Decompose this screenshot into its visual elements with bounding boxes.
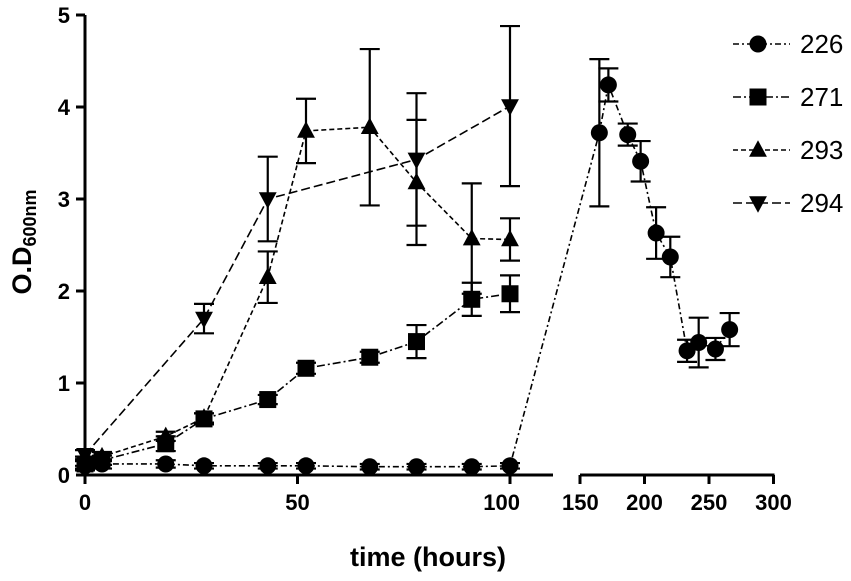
series-line-271 bbox=[84, 292, 511, 465]
legend-marker bbox=[749, 196, 767, 213]
data-point-226 bbox=[463, 458, 481, 476]
y-axis-title: O.D600nm bbox=[7, 189, 40, 294]
data-point-293 bbox=[156, 426, 175, 444]
series-line-226 bbox=[84, 82, 731, 468]
data-point-226 bbox=[157, 455, 175, 473]
data-point-293 bbox=[501, 229, 519, 247]
data-point-226 bbox=[690, 334, 708, 352]
series-line-293 bbox=[84, 126, 511, 462]
x-tick-label: 50 bbox=[285, 490, 309, 515]
legend-item-226: 226 bbox=[733, 29, 843, 59]
data-point-271 bbox=[361, 348, 379, 366]
y-tick-label: 1 bbox=[58, 371, 70, 396]
data-point-294 bbox=[501, 99, 519, 116]
data-point-226 bbox=[297, 457, 315, 475]
data-point-226 bbox=[721, 321, 739, 339]
y-axis-title-main: O.D bbox=[7, 247, 37, 295]
legend-item-294: 294 bbox=[733, 188, 843, 218]
legend-label: 293 bbox=[800, 135, 843, 165]
data-point-294 bbox=[195, 311, 213, 329]
data-point-226 bbox=[259, 457, 277, 475]
data-point-226 bbox=[195, 457, 213, 475]
data-layer bbox=[75, 24, 740, 476]
data-point-293 bbox=[93, 446, 111, 464]
y-axis-title-subscript: 600nm bbox=[20, 189, 40, 246]
x-tick-label: 100 bbox=[483, 490, 520, 515]
x-tick-label: 200 bbox=[626, 490, 663, 515]
data-point-294 bbox=[258, 192, 277, 209]
data-point-271 bbox=[259, 391, 277, 409]
series-271 bbox=[75, 274, 520, 473]
data-point-293 bbox=[195, 408, 213, 425]
data-point-293 bbox=[258, 267, 277, 284]
legend-marker bbox=[749, 140, 767, 157]
data-point-271 bbox=[501, 285, 519, 303]
legend-label: 226 bbox=[800, 29, 843, 59]
y-tick-label: 0 bbox=[58, 463, 70, 488]
data-point-226 bbox=[599, 76, 617, 94]
y-tick-label: 2 bbox=[58, 279, 70, 304]
data-point-226 bbox=[706, 340, 724, 358]
x-tick-label: 300 bbox=[755, 490, 792, 515]
data-point-226 bbox=[619, 126, 637, 144]
data-point-226 bbox=[661, 248, 679, 266]
legend-marker bbox=[749, 35, 767, 53]
legend-marker bbox=[749, 88, 767, 106]
y-tick-label: 4 bbox=[58, 95, 71, 120]
data-point-271 bbox=[297, 359, 315, 377]
x-tick-label: 250 bbox=[691, 490, 728, 515]
x-tick-label: 0 bbox=[79, 490, 91, 515]
data-point-294 bbox=[407, 152, 426, 170]
data-point-226 bbox=[361, 458, 379, 476]
data-point-293 bbox=[360, 117, 379, 135]
series-294 bbox=[75, 24, 520, 465]
series-293 bbox=[75, 47, 520, 468]
legend: 226 271 293 294 bbox=[733, 29, 843, 218]
x-tick-label: 150 bbox=[562, 490, 599, 515]
data-point-226 bbox=[501, 457, 519, 475]
y-tick-label: 5 bbox=[58, 3, 70, 28]
data-point-271 bbox=[463, 290, 481, 308]
data-point-293 bbox=[297, 121, 315, 138]
data-point-226 bbox=[632, 152, 650, 170]
data-point-226 bbox=[408, 458, 425, 476]
series-line-294 bbox=[84, 105, 511, 456]
data-point-226 bbox=[647, 224, 665, 242]
x-axis-title: time (hours) bbox=[350, 542, 506, 572]
legend-item-293: 293 bbox=[733, 135, 843, 165]
legend-label: 271 bbox=[800, 82, 843, 112]
legend-label: 294 bbox=[800, 188, 843, 218]
legend-item-271: 271 bbox=[733, 82, 843, 112]
y-tick-label: 3 bbox=[58, 187, 70, 212]
data-point-271 bbox=[408, 333, 425, 351]
data-point-293 bbox=[462, 228, 481, 246]
series-226 bbox=[75, 58, 740, 476]
data-point-226 bbox=[590, 124, 608, 142]
